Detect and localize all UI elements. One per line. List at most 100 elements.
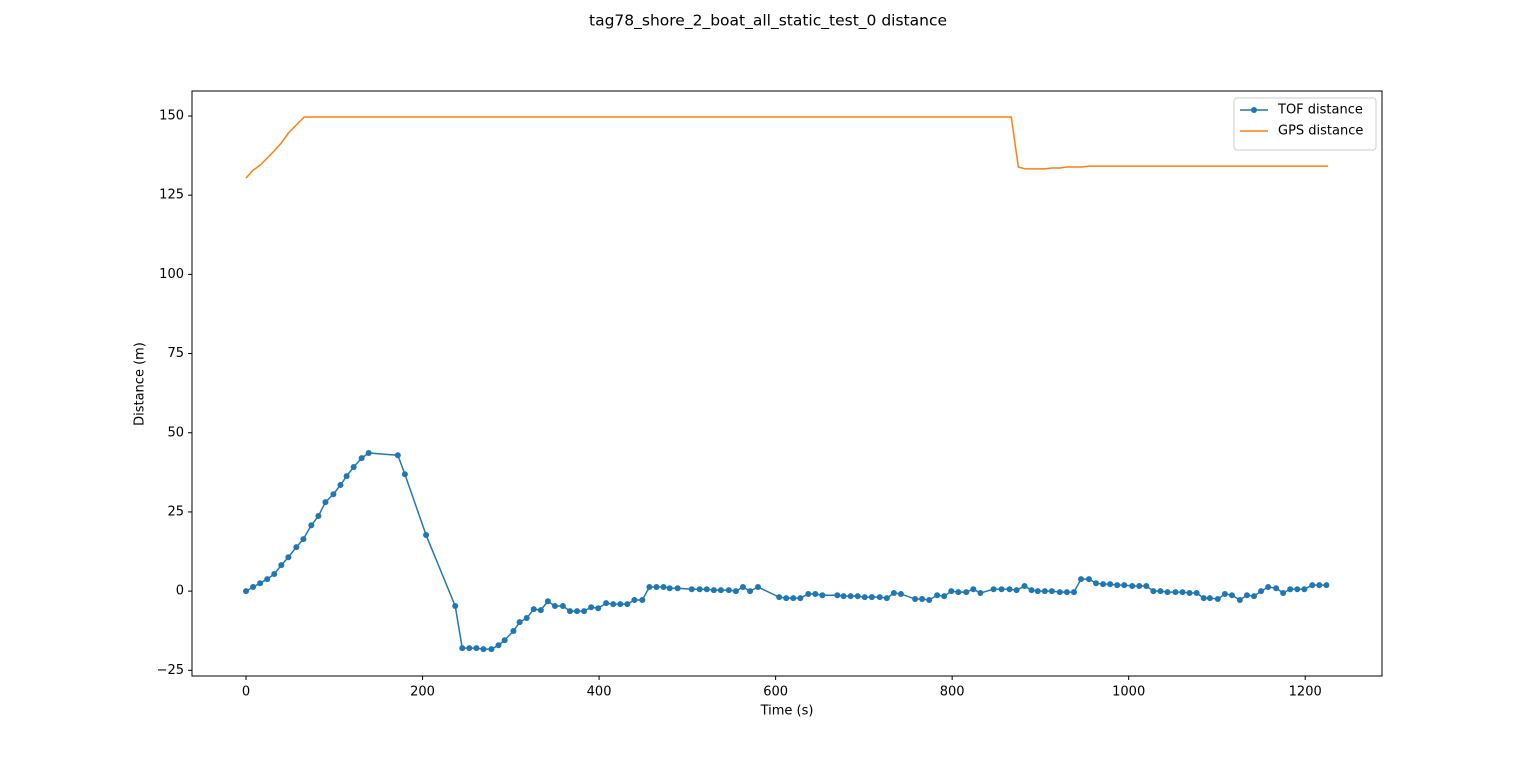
data-point: [941, 593, 948, 600]
data-point: [1157, 588, 1164, 595]
x-axis-label: Time (s): [760, 704, 814, 719]
data-point: [919, 596, 926, 603]
data-point: [516, 619, 523, 626]
data-point: [1265, 583, 1272, 590]
x-tick-label: 200: [410, 685, 435, 700]
legend-label: GPS distance: [1278, 124, 1363, 139]
data-point: [646, 583, 653, 590]
y-tick-label: 50: [167, 425, 184, 440]
data-point: [559, 603, 566, 610]
data-point: [566, 608, 573, 615]
data-point: [1107, 581, 1114, 588]
data-point: [610, 601, 617, 608]
data-point: [703, 586, 710, 593]
data-point: [998, 586, 1005, 593]
data-point: [358, 455, 365, 462]
data-point: [1028, 587, 1035, 594]
data-point: [1078, 576, 1085, 583]
legend-label: TOF distance: [1277, 103, 1363, 118]
data-point: [466, 645, 473, 652]
data-point: [883, 595, 890, 602]
data-point: [783, 595, 790, 602]
data-point: [350, 463, 357, 470]
y-tick-label: −25: [157, 663, 184, 678]
chart-title: tag78_shore_2_boat_all_static_test_0 dis…: [589, 12, 947, 31]
data-point: [603, 600, 610, 607]
data-point: [257, 580, 264, 587]
data-point: [1316, 582, 1323, 589]
data-point: [696, 586, 703, 593]
x-tick-label: 400: [587, 685, 612, 700]
data-point: [423, 532, 430, 539]
data-point: [805, 590, 812, 597]
data-point: [912, 596, 919, 603]
data-point: [963, 589, 970, 596]
data-point: [480, 646, 487, 653]
data-point: [617, 601, 624, 608]
data-point: [666, 585, 673, 592]
data-point: [523, 615, 530, 622]
data-point: [1114, 582, 1121, 589]
data-point: [337, 482, 344, 489]
data-point: [1221, 590, 1228, 597]
data-point: [1206, 595, 1213, 602]
data-point: [868, 594, 875, 601]
data-point: [510, 628, 517, 635]
data-point: [1121, 582, 1128, 589]
data-point: [595, 605, 602, 612]
data-point: [710, 587, 717, 594]
data-point: [732, 588, 739, 595]
data-point: [876, 594, 883, 601]
data-point: [1251, 593, 1258, 600]
plot-frame: [191, 90, 1383, 677]
data-point: [739, 583, 746, 590]
data-point: [495, 642, 502, 649]
data-point: [544, 598, 551, 605]
data-point: [890, 590, 897, 597]
data-point: [717, 587, 724, 594]
y-axis-label: Distance (m): [133, 342, 148, 426]
data-point: [1006, 586, 1013, 593]
data-point: [1164, 589, 1171, 596]
y-tick-label: 25: [167, 504, 184, 519]
data-point: [401, 471, 408, 478]
data-point: [1287, 586, 1294, 593]
data-point: [970, 586, 977, 593]
data-point: [365, 450, 372, 457]
data-point: [1294, 586, 1301, 593]
data-point: [1172, 589, 1179, 596]
data-point: [725, 587, 732, 594]
data-point: [990, 586, 997, 593]
x-tick-label: 0: [242, 685, 250, 700]
data-point: [1063, 589, 1070, 596]
data-point: [1013, 587, 1020, 594]
x-tick-label: 1000: [1112, 685, 1145, 700]
legend: TOF distance GPS distance: [1233, 97, 1377, 151]
data-point: [1309, 582, 1316, 589]
data-point: [1236, 596, 1243, 603]
data-point: [1150, 588, 1157, 595]
data-point: [330, 491, 337, 498]
data-point: [343, 473, 350, 480]
data-point: [1179, 589, 1186, 596]
data-point: [812, 590, 819, 597]
data-point: [653, 583, 660, 590]
data-point: [278, 562, 285, 569]
y-tick-label: 150: [159, 109, 184, 124]
data-point: [1193, 590, 1200, 597]
data-point: [624, 601, 631, 608]
data-point: [1136, 583, 1143, 590]
data-point: [574, 608, 581, 615]
data-point: [1085, 576, 1092, 583]
data-point: [631, 596, 638, 603]
data-point: [488, 646, 495, 653]
data-point: [660, 583, 667, 590]
y-tick-label: 75: [167, 346, 184, 361]
data-point: [452, 603, 459, 610]
data-point: [1093, 580, 1100, 587]
data-point: [308, 522, 315, 529]
data-point: [797, 595, 804, 602]
data-point: [747, 588, 754, 595]
data-point: [1100, 581, 1107, 588]
